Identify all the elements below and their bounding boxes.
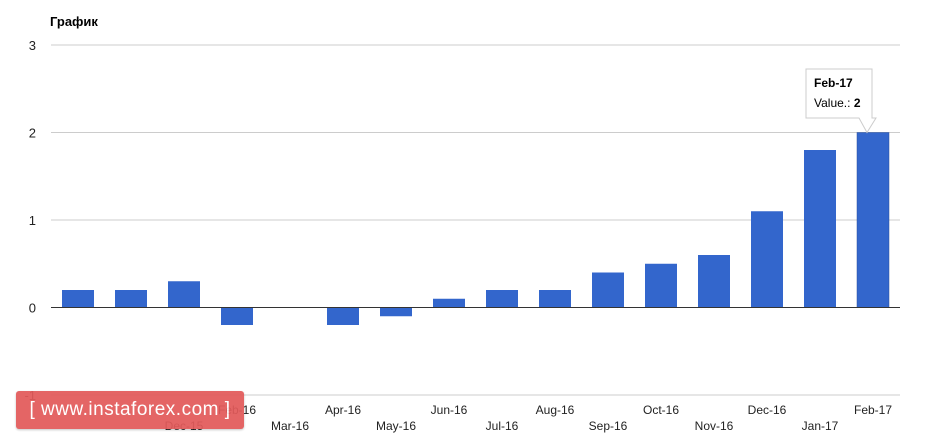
x-tick-label: Dec-16 [748, 403, 787, 417]
tooltip-value-line: Value.: 2 [814, 96, 861, 110]
y-tick-label: 3 [29, 38, 36, 53]
x-tick-label: Mar-16 [271, 419, 309, 433]
x-tick-label: Nov-16 [695, 419, 734, 433]
x-tick-label: Jun-16 [431, 403, 468, 417]
bar[interactable] [327, 307, 359, 326]
bar[interactable] [380, 307, 412, 317]
tooltip-value-label: Value.: [814, 96, 854, 110]
x-tick-label: Aug-16 [536, 403, 575, 417]
tooltip-box [805, 68, 877, 134]
y-tick-label: 2 [29, 126, 36, 141]
tooltip-value: 2 [854, 96, 861, 110]
bar[interactable] [698, 255, 730, 308]
bar[interactable] [168, 281, 200, 308]
x-tick-label: Oct-16 [643, 403, 679, 417]
bar[interactable] [221, 307, 253, 326]
bar[interactable] [115, 290, 147, 308]
tooltip-title: Feb-17 [814, 76, 853, 90]
y-tick-label: 1 [29, 213, 36, 228]
x-tick-label: Feb-17 [854, 403, 892, 417]
y-tick-label: 0 [29, 301, 36, 316]
bar[interactable] [539, 290, 571, 308]
x-tick-label: Jul-16 [486, 419, 519, 433]
bar[interactable] [856, 132, 890, 308]
bar[interactable] [62, 290, 94, 308]
bar[interactable] [645, 263, 677, 308]
bar[interactable] [751, 211, 783, 308]
tooltip: Feb-17 Value.: 2 [805, 68, 877, 134]
watermark-text: [ www.instaforex.com ] [29, 399, 231, 420]
bar[interactable] [433, 298, 465, 308]
x-tick-label: Jan-17 [802, 419, 839, 433]
watermark-banner: [ www.instaforex.com ] [16, 391, 244, 429]
bars [62, 132, 890, 326]
x-tick-label: May-16 [376, 419, 416, 433]
chart-title: График [50, 14, 98, 29]
x-axis-ticks: Dec-15Feb-16Mar-16Apr-16May-16Jun-16Jul-… [165, 403, 893, 433]
x-tick-label: Sep-16 [589, 419, 628, 433]
bar[interactable] [592, 272, 624, 308]
bar[interactable] [486, 290, 518, 308]
bar[interactable] [804, 150, 836, 308]
x-tick-label: Apr-16 [325, 403, 361, 417]
